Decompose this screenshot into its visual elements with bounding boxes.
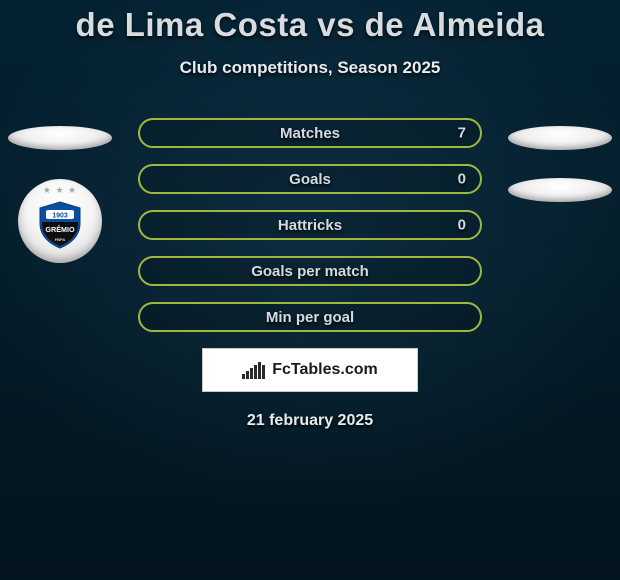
stat-row-goals-per-match: Goals per match — [138, 256, 482, 286]
attribution-box: FcTables.com — [202, 348, 418, 392]
attribution-text: FcTables.com — [272, 361, 378, 379]
stat-value-right: 7 — [458, 125, 466, 142]
bar-chart-icon — [242, 361, 266, 379]
stat-value-right: 0 — [458, 171, 466, 188]
stats-block: Matches 7 Goals 0 Hattricks 0 Goals per … — [0, 118, 620, 332]
stat-row-matches: Matches 7 — [138, 118, 482, 148]
page-title: de Lima Costa vs de Almeida — [0, 0, 620, 44]
stat-label: Min per goal — [266, 309, 354, 326]
stat-label: Goals — [289, 171, 331, 188]
page-subtitle: Club competitions, Season 2025 — [0, 58, 620, 78]
stat-label: Goals per match — [251, 263, 369, 280]
stat-label: Matches — [280, 125, 340, 142]
footer-date: 21 february 2025 — [0, 412, 620, 430]
stat-row-goals: Goals 0 — [138, 164, 482, 194]
stat-row-min-per-goal: Min per goal — [138, 302, 482, 332]
stat-label: Hattricks — [278, 217, 342, 234]
stat-row-hattricks: Hattricks 0 — [138, 210, 482, 240]
stat-value-right: 0 — [458, 217, 466, 234]
